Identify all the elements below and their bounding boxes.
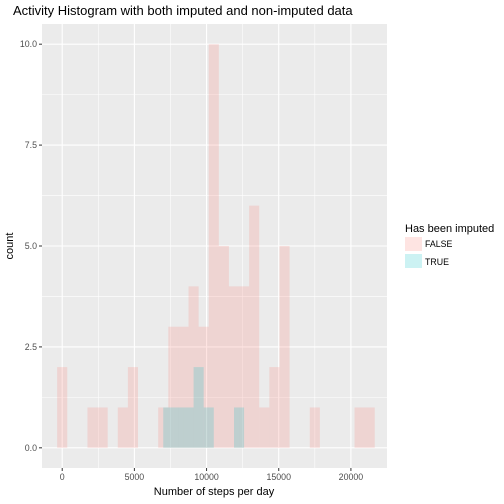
- legend-key-true: [405, 254, 422, 268]
- legend-label-false: FALSE: [425, 239, 453, 249]
- x-tick-label: 5000: [125, 472, 145, 482]
- x-tick-label: 15000: [267, 472, 292, 482]
- y-axis-ticks: 0.0 2.5 5.0 7.5 10.0: [20, 39, 42, 453]
- histogram-bar-true: [203, 407, 214, 448]
- y-tick-label: 5.0: [25, 241, 37, 251]
- histogram-bar-false: [354, 407, 365, 448]
- histogram-bar-true: [163, 407, 174, 448]
- histogram-bar-false: [239, 286, 250, 448]
- series-true-bars: [163, 367, 245, 448]
- histogram-bar-false: [57, 367, 68, 448]
- legend-label-true: TRUE: [425, 257, 449, 267]
- histogram-bar-false: [364, 407, 375, 448]
- histogram-bar-true: [183, 407, 194, 448]
- histogram-bar-false: [269, 367, 280, 448]
- chart-title: Activity Histogram with both imputed and…: [13, 3, 353, 18]
- histogram-bar-true: [233, 407, 245, 448]
- histogram-bar-false: [158, 407, 169, 448]
- y-tick-label: 10.0: [20, 39, 37, 49]
- histogram-bar-false: [178, 326, 189, 448]
- series-false-bars: [57, 44, 375, 448]
- legend: Has been imputed FALSE TRUE: [405, 223, 494, 268]
- histogram-bar-false: [218, 246, 229, 448]
- histogram-bar-false: [208, 44, 219, 448]
- legend-title: Has been imputed: [405, 223, 494, 235]
- y-tick-label: 0.0: [25, 443, 37, 453]
- y-tick-label: 7.5: [25, 140, 37, 150]
- histogram-bar-true: [193, 367, 204, 448]
- y-axis-label: count: [4, 233, 16, 260]
- x-tick-label: 20000: [339, 472, 364, 482]
- histogram-bar-false: [188, 286, 199, 448]
- x-tick-label: 10000: [194, 472, 219, 482]
- y-tick-label: 2.5: [25, 342, 37, 352]
- legend-key-false: [405, 237, 422, 251]
- histogram-bar-false: [87, 407, 98, 448]
- histogram-bar-false: [279, 246, 290, 448]
- major-gridlines: [42, 24, 387, 468]
- histogram-bar-false: [127, 367, 138, 448]
- histogram-bar-false: [249, 205, 260, 448]
- histogram-bar-false: [168, 326, 179, 448]
- x-axis-label: Number of steps per day: [154, 486, 275, 498]
- histogram-bar-false: [309, 407, 320, 448]
- histogram-bar-false: [117, 407, 128, 448]
- histogram-bar-false: [228, 286, 240, 448]
- x-tick-label: 0: [60, 472, 65, 482]
- histogram-bar-true: [173, 407, 184, 448]
- histogram-bar-false: [259, 407, 270, 448]
- x-axis-ticks: 0 5000 10000 15000 20000: [60, 468, 363, 482]
- histogram-bar-false: [97, 407, 108, 448]
- histogram-bar-false: [198, 326, 209, 448]
